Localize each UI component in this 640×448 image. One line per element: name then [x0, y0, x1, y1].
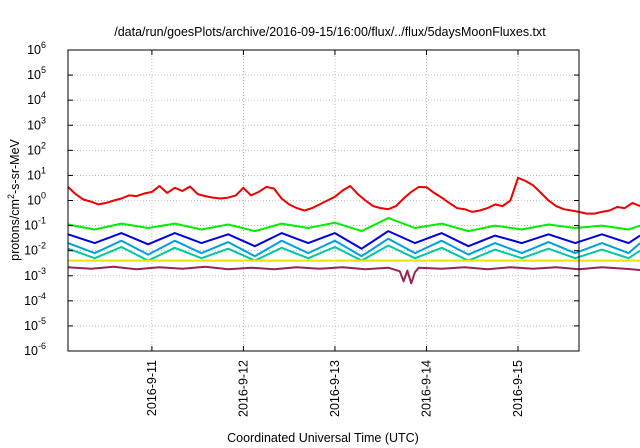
y-tick-label: 100 [27, 191, 46, 208]
grid [68, 50, 579, 351]
y-tick-label: 102 [27, 140, 46, 157]
y-tick-label: 10-1 [24, 216, 46, 233]
series-line-2 [67, 217, 640, 233]
series-layer [67, 176, 640, 285]
y-axis-label-sup: 2 [6, 194, 16, 199]
series-line-1 [67, 176, 640, 215]
x-axis: 2016-9-11 2016-9-12 2016-9-13 2016-9-14 2016… [145, 50, 525, 417]
x-tick-label: 2016-9-15 [511, 360, 525, 417]
series-line-4 [67, 237, 640, 258]
y-tick-label: 10-4 [24, 291, 46, 308]
y-tick-label: 106 [27, 40, 46, 57]
y-axis-label: protons/cm2-s-sr-MeV [6, 138, 22, 260]
chart-title: /data/run/goesPlots/archive/2016-09-15/1… [114, 25, 546, 39]
series-line-7 [67, 265, 640, 285]
y-axis-label-rest: -s-sr-MeV [8, 138, 22, 194]
series-line-5 [67, 244, 640, 262]
x-tick-label: 2016-9-11 [145, 360, 159, 416]
y-tick-label: 10-2 [24, 241, 46, 258]
x-axis-label: Coordinated Universal Time (UTC) [227, 431, 419, 445]
x-tick-label: 2016-9-14 [419, 360, 433, 417]
series-line-3 [67, 230, 640, 250]
y-tick-label: 103 [27, 115, 46, 132]
y-tick-label: 10-3 [24, 266, 46, 283]
x-tick-label: 2016-9-13 [328, 360, 342, 417]
y-axis-label-base: protons/cm [8, 199, 22, 261]
y-tick-label: 10-6 [24, 341, 46, 358]
y-tick-label: 104 [27, 90, 46, 107]
x-tick-label: 2016-9-12 [236, 360, 250, 417]
y-tick-label: 10-5 [24, 316, 46, 333]
y-tick-label: 101 [27, 165, 46, 182]
y-tick-label: 105 [27, 65, 46, 82]
y-axis: 10-6 10-5 10-4 10-3 10-2 10-1 100 101 102 103 104 1… [24, 40, 579, 358]
